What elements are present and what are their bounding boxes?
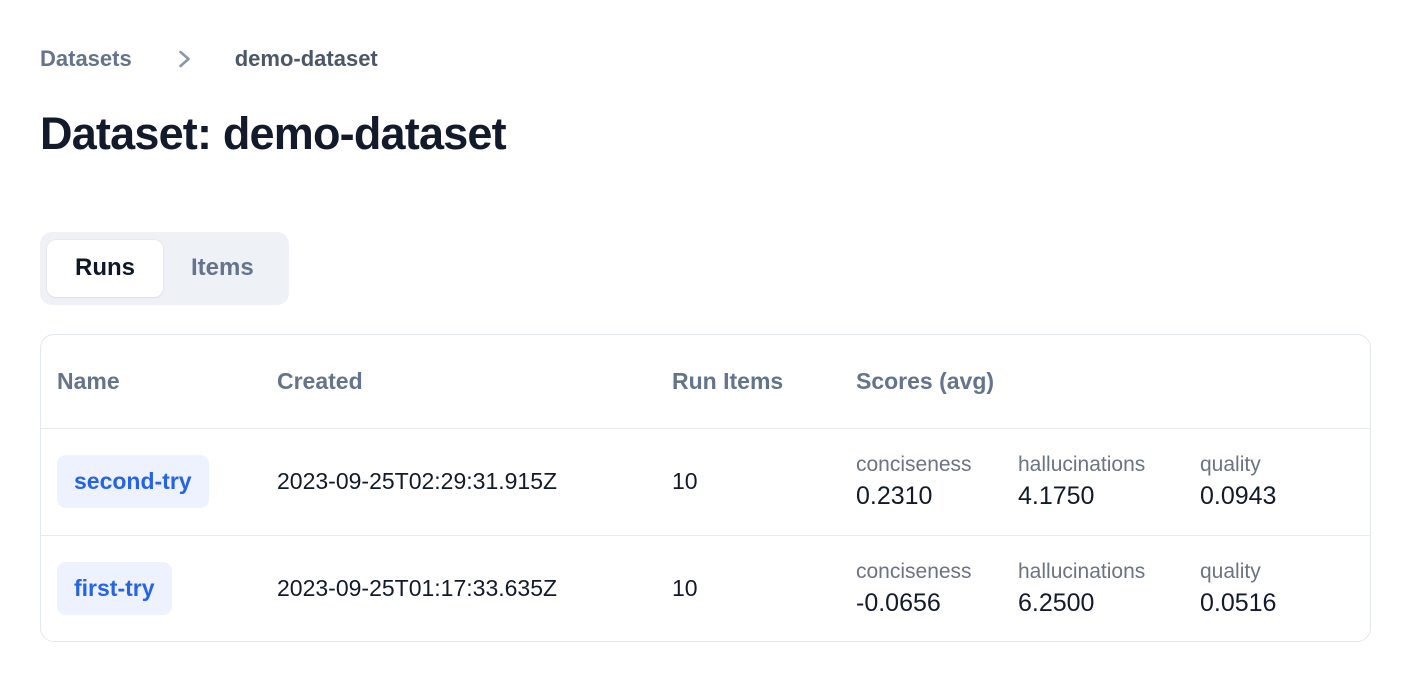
created-cell: 2023-09-25T02:29:31.915Z [277,468,558,495]
table-row: second-try 2023-09-25T02:29:31.915Z 10 c… [41,429,1370,535]
score-value: 0.0516 [1200,588,1277,617]
runs-table: Name Created Run Items Scores (avg) seco… [40,333,1371,642]
score-value: -0.0656 [856,588,941,617]
score-conciseness: conciseness -0.0656 [856,559,1018,618]
run-link-second-try[interactable]: second-try [57,455,209,509]
column-header-name: Name [57,367,120,394]
scores-cell: conciseness 0.2310 hallucinations 4.1750… [856,452,1354,511]
score-value: 6.2500 [1018,588,1095,617]
tab-items[interactable]: Items [163,240,282,297]
score-hallucinations: hallucinations 4.1750 [1018,452,1200,511]
breadcrumb-current-dataset: demo-dataset [234,46,378,71]
table-row: first-try 2023-09-25T01:17:33.635Z 10 co… [41,534,1370,641]
score-label: quality [1200,559,1261,583]
score-value: 0.2310 [856,482,933,511]
score-hallucinations: hallucinations 6.2500 [1018,559,1200,618]
score-quality: quality 0.0516 [1200,559,1276,618]
run-name-cell: second-try [57,455,277,509]
breadcrumb-datasets-link[interactable]: Datasets [40,46,132,71]
created-cell: 2023-09-25T01:17:33.635Z [277,574,558,601]
run-name-cell: first-try [57,561,277,615]
score-conciseness: conciseness 0.2310 [856,452,1018,511]
column-header-created: Created [277,367,363,394]
score-value: 0.0943 [1200,482,1277,511]
tab-runs[interactable]: Runs [47,240,163,297]
dataset-page: Datasets demo-dataset Dataset: demo-data… [40,44,1371,642]
score-label: conciseness [856,559,972,583]
score-label: hallucinations [1018,559,1146,583]
score-value: 4.1750 [1018,482,1095,511]
score-quality: quality 0.0943 [1200,452,1276,511]
page-title: Dataset: demo-dataset [40,108,507,159]
tab-bar: Runs Items [40,232,289,305]
score-label: quality [1200,453,1261,477]
run-items-cell: 10 [672,468,698,495]
column-header-run-items: Run Items [672,367,784,394]
table-header-row: Name Created Run Items Scores (avg) [41,335,1370,429]
run-items-cell: 10 [672,574,698,601]
score-label: conciseness [856,453,972,477]
run-link-first-try[interactable]: first-try [57,561,172,615]
score-label: hallucinations [1018,453,1146,477]
breadcrumb: Datasets demo-dataset [40,44,1371,74]
chevron-right-icon [177,47,192,71]
scores-cell: conciseness -0.0656 hallucinations 6.250… [856,559,1354,618]
column-header-scores: Scores (avg) [856,367,995,394]
